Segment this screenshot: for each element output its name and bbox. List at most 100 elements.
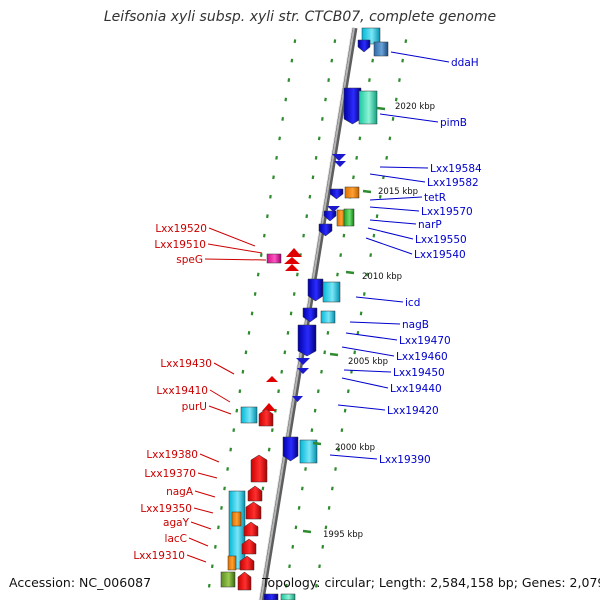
track-dash: [311, 175, 315, 180]
track-dash: [217, 525, 220, 530]
kbp-tick: [345, 270, 355, 275]
gene-block: [247, 485, 263, 502]
gene-block: [299, 439, 318, 464]
track-dash: [223, 486, 226, 491]
gene-block: [292, 396, 303, 402]
track-dash: [337, 447, 341, 452]
track-dash: [320, 369, 323, 374]
track-dash: [321, 544, 325, 549]
kbp-label: 2010 kbp: [362, 272, 402, 282]
track-dash: [336, 272, 339, 277]
reverse-leader-line: [199, 453, 220, 463]
gene-block: [240, 406, 258, 424]
reverse-leader-line: [193, 507, 214, 514]
topology-text: Topology: circular; Length: 2,584,158 bp…: [262, 575, 600, 590]
track-dash: [290, 58, 294, 63]
gene-block: [285, 264, 299, 271]
track-dash: [229, 447, 233, 452]
reverse-gene-label: Lxx19430: [160, 358, 212, 370]
track-dash: [235, 408, 239, 413]
forward-leader-line: [379, 166, 429, 169]
track-dash: [321, 117, 324, 121]
reverse-gene-label: purU: [182, 401, 207, 413]
gene-block: [358, 90, 378, 125]
track-dash: [247, 330, 251, 335]
dotted-tracks: [207, 39, 408, 588]
track-dash: [398, 78, 401, 82]
gene-block: [282, 436, 299, 462]
reverse-gene-label: Lxx19510: [154, 239, 206, 251]
reverse-gene-label: Lxx19310: [133, 550, 185, 562]
forward-leader-line: [379, 113, 439, 123]
track-dash: [241, 369, 245, 374]
track-dash: [401, 58, 405, 63]
track-dash: [278, 136, 281, 141]
gene-block: [297, 368, 309, 374]
gene-block: [302, 307, 318, 323]
gene-block: [329, 188, 344, 200]
gene-block: [344, 186, 360, 199]
track-dash: [259, 253, 263, 257]
reverse-gene-label: Lxx19380: [146, 449, 198, 461]
track-dash: [327, 506, 331, 510]
track-dash: [355, 155, 359, 160]
gene-block: [220, 571, 236, 588]
reverse-leader-line: [208, 405, 232, 415]
forward-gene-label: pimB: [440, 117, 467, 129]
forward-gene-label: Lxx19450: [393, 367, 445, 379]
forward-leader-line: [337, 404, 386, 411]
track-dash: [326, 330, 330, 335]
track-dash: [266, 214, 269, 219]
forward-gene-label: tetR: [424, 192, 446, 204]
track-dash: [238, 389, 242, 394]
forward-leader-line: [369, 206, 420, 212]
track-dash: [226, 467, 229, 471]
gene-block: [284, 257, 300, 264]
track-dash: [314, 583, 318, 588]
gene-block: [263, 593, 279, 601]
kbp-label: 1995 kbp: [323, 530, 363, 540]
track-dash: [339, 253, 343, 257]
reverse-leader-line: [194, 490, 216, 498]
track-dash: [288, 564, 291, 569]
track-dash: [262, 233, 266, 238]
forward-gene-label: Lxx19540: [414, 249, 466, 261]
track-dash: [293, 39, 297, 44]
gene-block: [343, 87, 362, 125]
gene-block: [318, 223, 333, 237]
track-dash: [232, 428, 236, 433]
track-dash: [220, 506, 223, 510]
gene-block: [322, 281, 341, 303]
reverse-gene-label: speG: [176, 254, 203, 266]
gene-features: 2020 kbp 2015 kbp 2010 kbp 2005 kbp 2000 kbp…: [133, 27, 482, 601]
forward-leader-line: [365, 237, 413, 255]
reverse-leader-line: [197, 472, 218, 479]
reverse-leader-line: [190, 521, 212, 530]
reverse-gene-label: Lxx19520: [155, 223, 207, 235]
track-dash: [359, 311, 363, 316]
gene-block: [297, 324, 317, 357]
gene-block: [262, 403, 276, 411]
gene-block: [250, 454, 268, 483]
track-dash: [330, 58, 334, 63]
gene-block: [334, 161, 346, 167]
track-dash: [388, 136, 392, 141]
track-dash: [286, 330, 290, 335]
track-dash: [313, 408, 317, 413]
track-dash: [283, 350, 287, 355]
forward-leader-line: [345, 332, 398, 341]
kbp-label: 2005 kbp: [348, 357, 388, 367]
reverse-gene-label: nagA: [166, 486, 194, 498]
track-dash: [323, 350, 327, 355]
kbp-tick: [376, 106, 386, 111]
gene-block: [258, 408, 274, 427]
track-dash: [394, 97, 398, 102]
map-title: Leifsonia xyli subsp. xyli str. CTCB07, …: [103, 9, 497, 25]
track-dash: [244, 350, 248, 355]
track-dash: [318, 564, 321, 569]
track-dash: [371, 58, 375, 63]
forward-leader-line: [369, 173, 426, 183]
forward-gene-label: Lxx19390: [379, 454, 431, 466]
track-dash: [404, 39, 408, 44]
